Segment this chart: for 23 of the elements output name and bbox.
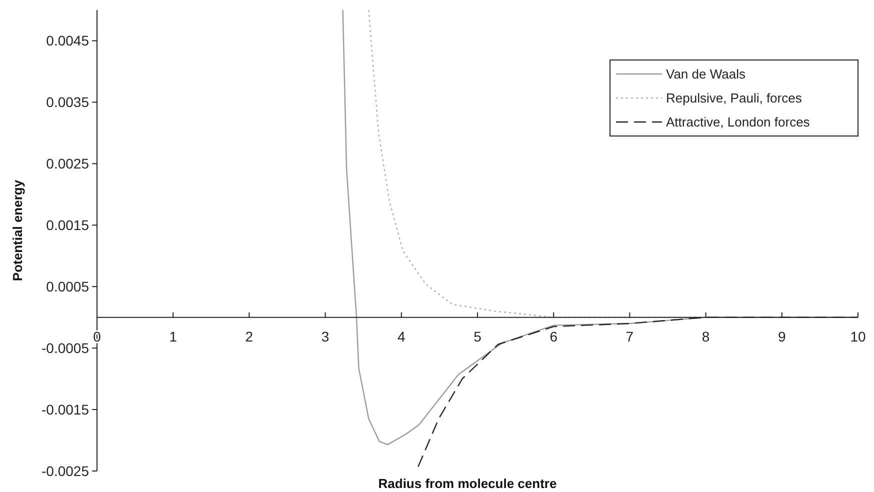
x-tick-label: 4 [398,328,406,344]
x-tick-label: 10 [850,328,866,344]
x-tick-label: 7 [626,328,634,344]
y-tick-label: 0.0025 [46,156,90,172]
x-tick-label: 5 [474,328,482,344]
x-tick-label: 8 [702,328,710,344]
y-axis-title: Potential energy [10,179,25,282]
x-tick-label: 6 [550,328,558,344]
y-tick-label: -0.0005 [42,340,90,356]
legend-label: Repulsive, Pauli, forces [666,90,802,106]
legend-label: Van de Waals [666,66,746,82]
y-tick-label: 0.0005 [46,278,90,294]
y-tick-label: -0.0015 [42,401,90,418]
x-tick-label: 1 [169,328,178,344]
y-tick-label: 0.0045 [46,32,90,49]
legend-label: Attractive, London forces [666,114,810,130]
y-tick-label: 0.0015 [46,217,90,234]
y-tick-label: 0.0035 [46,94,90,110]
x-axis-title: Radius from molecule centre [378,476,557,491]
x-tick-label: 2 [245,328,254,344]
x-tick-label: 9 [778,328,786,344]
y-tick-label: -0.0025 [42,462,90,479]
x-tick-label: 3 [321,328,330,344]
